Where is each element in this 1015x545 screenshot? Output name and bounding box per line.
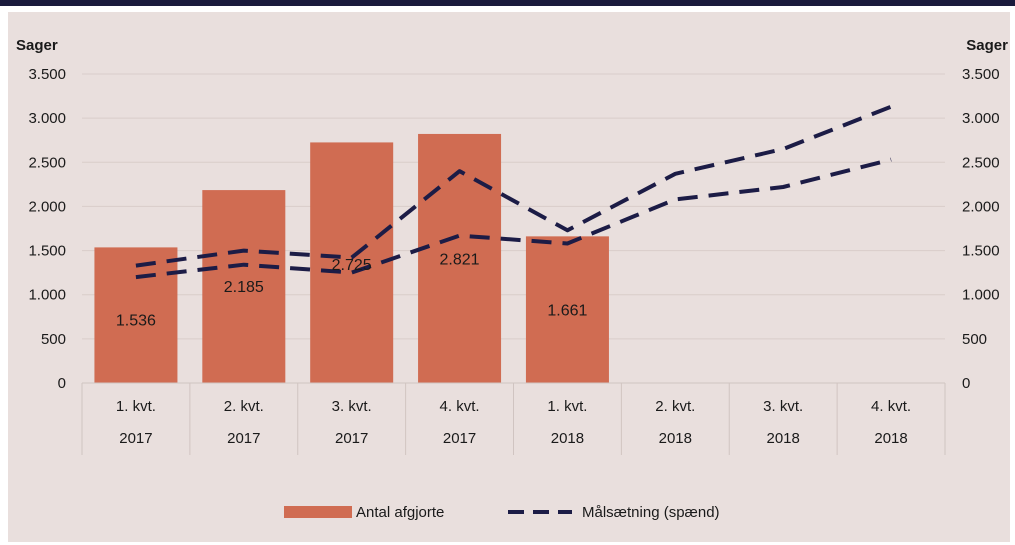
x-tick-year-0: 2017 (119, 430, 152, 447)
x-tick-quarter-3: 4. kvt. (440, 398, 480, 415)
y-tick-right-7: 3.500 (962, 66, 1000, 83)
bar-0 (94, 247, 178, 383)
target-line-upper (135, 104, 892, 268)
y-tick-left-3: 1.500 (28, 243, 66, 260)
y-tick-left-2: 1.000 (28, 287, 66, 304)
y-tick-left-6: 3.000 (28, 110, 66, 127)
y-tick-left-0: 0 (58, 375, 66, 392)
legend: Antal afgjorte Målsætning (spænd) (284, 504, 720, 521)
bar-label-1: 2.185 (224, 279, 264, 296)
target-line-lower (135, 157, 892, 280)
bar-label-4: 1.661 (547, 303, 587, 320)
bar-2 (310, 142, 394, 383)
y-tick-right-3: 1.500 (962, 243, 1000, 260)
y-tick-right-0: 0 (962, 375, 970, 392)
top-banner-strip (0, 0, 1015, 6)
y-tick-left-5: 2.500 (28, 154, 66, 171)
bar-label-3: 2.821 (440, 252, 480, 269)
y-tick-right-5: 2.500 (962, 154, 1000, 171)
y-axis-title-left: Sager (16, 37, 58, 54)
y-tick-left-1: 500 (41, 331, 66, 348)
legend-swatch-bars (284, 506, 352, 518)
bar-label-2: 2.725 (332, 257, 372, 274)
x-tick-year-2: 2017 (335, 430, 368, 447)
x-tick-year-4: 2018 (551, 430, 584, 447)
x-tick-year-6: 2018 (767, 430, 800, 447)
bar-3 (418, 133, 502, 383)
x-tick-quarter-5: 2. kvt. (655, 398, 695, 415)
y-tick-left-7: 3.500 (28, 66, 66, 83)
x-tick-quarter-4: 1. kvt. (547, 398, 587, 415)
y-tick-left-4: 2.000 (28, 198, 66, 215)
bar-4 (525, 236, 609, 383)
x-tick-quarter-0: 1. kvt. (116, 398, 156, 415)
y-axis-title-right: Sager (966, 37, 1008, 54)
x-tick-year-7: 2018 (874, 430, 907, 447)
legend-label-bars: Antal afgjorte (356, 504, 444, 521)
y-tick-right-1: 500 (962, 331, 987, 348)
x-tick-year-3: 2017 (443, 430, 476, 447)
x-tick-quarter-2: 3. kvt. (332, 398, 372, 415)
x-tick-quarter-6: 3. kvt. (763, 398, 803, 415)
x-tick-quarter-7: 4. kvt. (871, 398, 911, 415)
bar-1 (202, 190, 286, 383)
y-tick-right-2: 1.000 (962, 287, 1000, 304)
y-tick-right-4: 2.000 (962, 198, 1000, 215)
y-tick-right-6: 3.000 (962, 110, 1000, 127)
x-tick-year-5: 2018 (659, 430, 692, 447)
legend-label-target: Målsætning (spænd) (582, 504, 720, 521)
x-tick-quarter-1: 2. kvt. (224, 398, 264, 415)
bar-label-0: 1.536 (116, 312, 156, 329)
x-tick-year-1: 2017 (227, 430, 260, 447)
